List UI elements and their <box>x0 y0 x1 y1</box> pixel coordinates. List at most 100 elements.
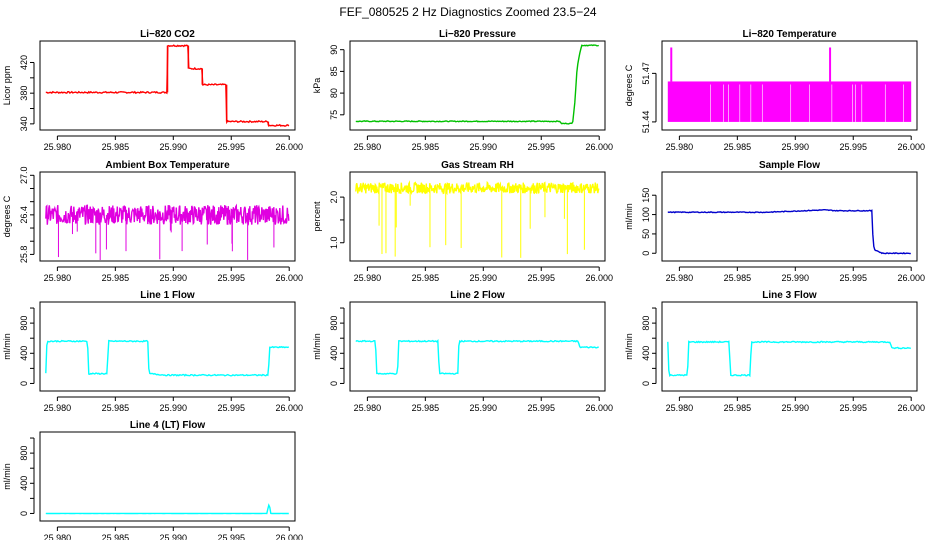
y-tick-label: 0 <box>19 381 29 386</box>
figure-title: FEF_080525 2 Hz Diagnostics Zoomed 23.5−… <box>339 5 596 19</box>
panel-title: Line 2 Flow <box>450 290 505 301</box>
y-tick-label: 50 <box>641 229 651 239</box>
x-tick-label: 25.995 <box>839 142 867 152</box>
x-tick-label: 25.980 <box>666 403 694 413</box>
data-series <box>45 503 289 515</box>
data-series <box>355 44 599 125</box>
y-tick-label: 150 <box>641 188 651 203</box>
y-tick-label: 75 <box>329 110 339 120</box>
x-tick-label: 25.980 <box>666 142 694 152</box>
x-tick-label: 26.000 <box>585 273 613 283</box>
panel-8: Line 3 Flow 25.980 25.985 25.990 25.995 26.00… <box>624 290 925 413</box>
x-tick-label: 25.980 <box>44 142 72 152</box>
x-tick-label: 25.990 <box>470 142 498 152</box>
y-tick-label: 0 <box>641 251 651 256</box>
panel-title: Li−820 Pressure <box>439 29 516 40</box>
panel-title: Li−820 CO2 <box>140 29 195 40</box>
y-tick-label: 340 <box>19 116 29 131</box>
x-tick-label: 26.000 <box>585 403 613 413</box>
panel-2: Li−820 Temperature 25.980 25.985 25.990 25.9… <box>624 29 925 152</box>
x-tick-label: 25.995 <box>839 273 867 283</box>
y-tick-label: 400 <box>641 346 651 361</box>
data-series <box>355 338 599 375</box>
x-tick-label: 25.990 <box>160 533 188 540</box>
x-tick-label: 25.995 <box>217 142 245 152</box>
y-axis-label: degrees C <box>2 195 12 237</box>
x-tick-label: 25.980 <box>354 273 382 283</box>
x-tick-label: 25.980 <box>354 142 382 152</box>
y-tick-label: 85 <box>329 66 339 76</box>
y-tick-label: 0 <box>641 381 651 386</box>
panel-title: Gas Stream RH <box>441 160 514 171</box>
x-tick-label: 25.995 <box>217 533 245 540</box>
x-tick-label: 26.000 <box>275 533 303 540</box>
y-tick-label: 0 <box>329 381 339 386</box>
y-tick-label: 0 <box>19 511 29 516</box>
x-tick-label: 25.980 <box>44 533 72 540</box>
panel-3: Ambient Box Temperature 25.980 25.985 25.99… <box>2 160 303 283</box>
x-tick-label: 26.000 <box>897 403 925 413</box>
plot-frame <box>349 171 606 262</box>
x-tick-label: 25.990 <box>160 403 188 413</box>
plot-frame <box>661 171 918 262</box>
y-tick-label: 2.0 <box>329 191 339 204</box>
x-tick-label: 26.000 <box>275 142 303 152</box>
y-axis-label: ml/min <box>2 333 12 360</box>
plot-frame <box>661 301 918 392</box>
panel-7: Line 2 Flow 25.980 25.985 25.990 25.995 26.00… <box>312 290 613 413</box>
x-tick-label: 25.985 <box>724 142 752 152</box>
x-tick-label: 25.980 <box>44 403 72 413</box>
x-tick-label: 25.995 <box>527 273 555 283</box>
y-tick-label: 80 <box>329 88 339 98</box>
plot-frame <box>39 171 296 262</box>
x-tick-label: 25.990 <box>782 142 810 152</box>
panel-4: Gas Stream RH 25.980 25.985 25.990 25.995 26.… <box>312 160 613 283</box>
x-tick-label: 25.990 <box>160 273 188 283</box>
panel-0: Li−820 CO2 25.980 25.985 25.990 25.995 26.000… <box>2 29 303 152</box>
y-tick-label: 800 <box>641 316 651 331</box>
y-tick-label: 800 <box>329 316 339 331</box>
y-tick-label: 380 <box>19 86 29 101</box>
y-tick-label: 26.4 <box>19 206 29 224</box>
y-tick-label: 51.47 <box>641 62 651 85</box>
data-series <box>355 180 600 196</box>
plot-frame <box>349 40 606 131</box>
y-axis-label: ml/min <box>624 333 634 360</box>
x-tick-label: 26.000 <box>275 273 303 283</box>
x-tick-label: 25.990 <box>782 403 810 413</box>
x-tick-label: 25.985 <box>412 403 440 413</box>
temperature-band <box>667 81 912 122</box>
x-tick-label: 26.000 <box>275 403 303 413</box>
plot-frame <box>39 431 296 522</box>
x-tick-label: 26.000 <box>897 142 925 152</box>
y-tick-label: 400 <box>19 346 29 361</box>
y-tick-label: 800 <box>19 446 29 461</box>
x-tick-label: 25.985 <box>102 533 130 540</box>
panel-5: Sample Flow 25.980 25.985 25.990 25.995 26.00… <box>624 160 925 283</box>
x-tick-label: 25.990 <box>782 273 810 283</box>
panel-title: Line 3 Flow <box>762 290 817 301</box>
x-tick-label: 25.990 <box>470 403 498 413</box>
x-tick-label: 25.985 <box>412 273 440 283</box>
x-tick-label: 25.990 <box>470 273 498 283</box>
x-tick-label: 25.985 <box>724 403 752 413</box>
y-tick-label: 25.8 <box>19 246 29 264</box>
y-axis-label: degrees C <box>624 64 634 106</box>
y-tick-label: 51.44 <box>641 111 651 134</box>
plot-frame <box>661 40 918 131</box>
y-axis-label: Licor ppm <box>2 66 12 106</box>
x-tick-label: 25.985 <box>412 142 440 152</box>
y-tick-label: 400 <box>19 476 29 491</box>
y-tick-label: 420 <box>19 55 29 70</box>
x-tick-label: 25.980 <box>666 273 694 283</box>
y-axis-label: kPa <box>312 78 322 94</box>
y-tick-label: 100 <box>641 207 651 222</box>
y-axis-label: ml/min <box>2 463 12 490</box>
panel-9: Line 4 (LT) Flow 25.980 25.985 25.990 25.995… <box>2 420 303 540</box>
y-axis-label: ml/min <box>312 333 322 360</box>
x-tick-label: 25.995 <box>839 403 867 413</box>
x-tick-label: 25.990 <box>160 142 188 152</box>
panel-title: Line 4 (LT) Flow <box>130 420 206 431</box>
panel-title: Line 1 Flow <box>140 290 195 301</box>
